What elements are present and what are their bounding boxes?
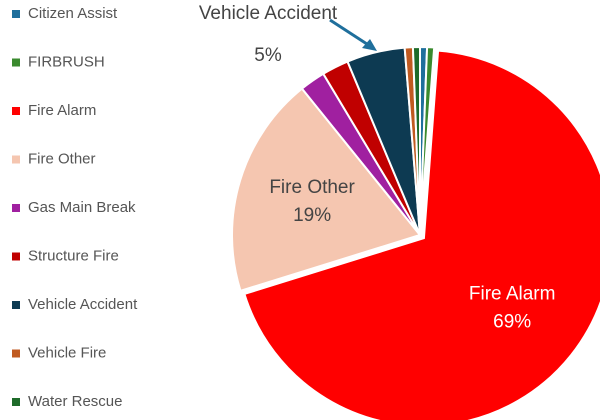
legend-label: Citizen Assist	[28, 5, 118, 22]
legend-swatch	[12, 301, 20, 309]
pie-slice	[243, 49, 600, 420]
data-label-name: Fire Alarm	[469, 283, 556, 304]
legend-swatch	[12, 58, 20, 67]
data-label-name: Fire Other	[269, 177, 355, 198]
legend-swatch	[12, 10, 20, 18]
pie-slice	[419, 46, 436, 236]
pie-slice	[411, 45, 421, 236]
legend-label: Vehicle Accident	[28, 296, 138, 313]
data-label-value: 69%	[493, 311, 531, 332]
legend-swatch	[12, 107, 20, 115]
legend-swatch	[12, 204, 20, 212]
legend-label: Gas Main Break	[28, 199, 136, 216]
data-label-name: Vehicle Accident	[199, 3, 338, 24]
legend-label: Fire Alarm	[28, 102, 96, 119]
legend-swatch	[12, 349, 20, 358]
legend-swatch	[12, 398, 20, 406]
legend-label: Vehicle Fire	[28, 344, 106, 361]
annotation-arrow	[329, 18, 371, 48]
legend-label: Water Rescue	[28, 393, 122, 410]
legend-swatch	[12, 252, 20, 261]
pie-slice	[231, 87, 422, 293]
legend-label: Structure Fire	[28, 247, 119, 264]
data-label-value: 19%	[293, 205, 331, 226]
legend-label: FIRBRUSH	[28, 53, 105, 70]
legend-label: Fire Other	[28, 150, 96, 167]
arrow-head	[362, 39, 377, 51]
legend-swatch	[12, 155, 20, 164]
data-label-value: 5%	[254, 45, 282, 66]
